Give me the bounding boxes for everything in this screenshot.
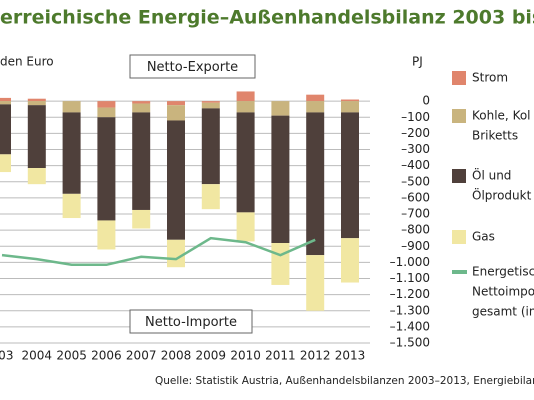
bar-segment — [167, 120, 185, 240]
x-tick-label: 2006 — [91, 349, 122, 363]
annotation: Netto-Importe — [145, 315, 237, 330]
bar-segment — [341, 238, 359, 283]
annotation-box — [129, 54, 256, 79]
bar-segment — [306, 255, 325, 311]
bar-segment — [201, 108, 220, 185]
legend-swatch — [452, 71, 466, 85]
bar-segment — [167, 105, 185, 121]
legend-swatch — [452, 109, 466, 123]
y2-tick-label: –1.300 — [390, 303, 430, 317]
bar-segment — [132, 209, 151, 229]
bar-segment — [97, 101, 116, 108]
bar-segment — [271, 243, 290, 285]
bar-segment — [132, 103, 151, 113]
y2-tick-label: –800 — [401, 223, 430, 237]
legend-label: Briketts — [472, 129, 518, 143]
annotation: Netto-Exporte — [147, 60, 238, 75]
bar-segment — [132, 112, 151, 210]
legend-label: Energetisc — [472, 265, 534, 279]
x-tick-label: 2008 — [161, 349, 192, 363]
y-axis-label: den Euro — [0, 55, 54, 69]
bar-segment — [27, 105, 46, 169]
bar-segment — [271, 115, 290, 244]
x-tick-label: 2004 — [22, 349, 53, 363]
legend-label: Öl und — [472, 167, 511, 183]
bar-segment — [167, 239, 185, 268]
x-tick-label: 2012 — [300, 349, 331, 363]
legend-label: Kohle, Kol — [472, 109, 531, 123]
legend-label: gesamt (in — [472, 305, 534, 319]
y2-tick-label: –600 — [401, 190, 430, 204]
bar-segment — [341, 101, 359, 113]
bar-segment — [0, 97, 11, 102]
bar-segment — [167, 101, 185, 106]
bar-segment — [201, 101, 220, 103]
x-tick-label: 2007 — [126, 349, 157, 363]
y2-tick-label: –1.400 — [390, 319, 430, 333]
bar-segment — [236, 101, 255, 113]
bar-segment — [97, 107, 116, 118]
legend-swatch — [452, 169, 466, 183]
bar-segment — [27, 168, 46, 185]
y2-tick-label: –900 — [401, 239, 430, 253]
bar-segment — [97, 220, 116, 250]
bar-segment — [271, 101, 290, 116]
x-tick-label: 2010 — [230, 349, 261, 363]
y2-tick-label: –1.500 — [390, 336, 430, 350]
y2-tick-label: –1.200 — [390, 287, 430, 301]
x-tick-label: 2011 — [265, 349, 296, 363]
bar-segment — [306, 94, 325, 102]
bar-segment — [62, 193, 81, 219]
y2-tick-label: –300 — [401, 142, 430, 156]
bar-segment — [306, 112, 325, 256]
bar-segment — [341, 112, 359, 239]
x-tick-label: 2013 — [335, 349, 366, 363]
annotation-box — [129, 309, 253, 334]
y2-tick-label: –200 — [401, 126, 430, 140]
bar-segment — [27, 98, 46, 102]
bar-segment — [236, 112, 255, 213]
line — [1, 236, 316, 267]
legend-label: Nettoimpo — [472, 285, 534, 299]
bar-segment — [132, 101, 151, 104]
y2-tick-label: –1.000 — [390, 255, 430, 269]
y2-tick-label: –400 — [401, 158, 430, 172]
chart-title: erreichische Energie–Außenhandelsbilanz … — [0, 7, 534, 29]
bar-segment — [0, 101, 11, 105]
bar-segment — [97, 117, 116, 221]
y2-tick-label: 0 — [422, 94, 430, 108]
bar-segment — [236, 212, 255, 242]
legend-label: Ölprodukt — [472, 187, 532, 203]
y2-tick-label: –1.100 — [390, 271, 430, 285]
bar-segment — [0, 104, 11, 155]
bar-segment — [201, 102, 220, 109]
y2-axis-label: PJ — [412, 55, 423, 69]
y2-tick-label: –500 — [401, 174, 430, 188]
x-tick-label: 2009 — [196, 349, 227, 363]
x-tick-label: 003 — [0, 349, 13, 363]
source: Quelle: Statistik Austria, Außenhandelsb… — [155, 375, 534, 387]
bar-segment — [62, 112, 81, 194]
y2-tick-label: –700 — [401, 207, 430, 221]
legend-label: Strom — [472, 71, 508, 85]
y2-tick-label: –100 — [401, 110, 430, 124]
x-tick-label: 2005 — [56, 349, 87, 363]
legend-label: Gas — [472, 230, 495, 244]
legend-swatch — [452, 230, 466, 244]
bar-segment — [62, 101, 81, 113]
bar-segment — [27, 101, 46, 106]
bar-segment — [236, 91, 255, 102]
bar-segment — [0, 154, 11, 173]
bar-segment — [306, 101, 325, 113]
bar-segment — [341, 99, 359, 102]
bar-segment — [201, 184, 220, 210]
